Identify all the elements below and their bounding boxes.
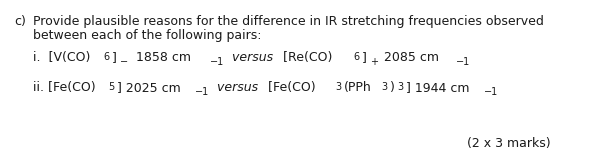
Text: [Re(CO): [Re(CO) (275, 51, 333, 64)
Text: (2 x 3 marks): (2 x 3 marks) (467, 137, 550, 150)
Text: 2085 cm: 2085 cm (380, 51, 439, 64)
Text: −: − (120, 57, 128, 67)
Text: i.  [V(CO): i. [V(CO) (33, 51, 90, 64)
Text: −1: −1 (456, 57, 470, 67)
Text: Provide plausible reasons for the difference in IR stretching frequencies observ: Provide plausible reasons for the differ… (33, 15, 544, 28)
Text: ]: ] (362, 51, 367, 64)
Text: ] 1944 cm: ] 1944 cm (406, 81, 469, 94)
Text: (PPh: (PPh (344, 81, 372, 94)
Text: ] 2025 cm: ] 2025 cm (117, 81, 181, 94)
Text: ii. [Fe(CO): ii. [Fe(CO) (33, 81, 96, 94)
Text: −1: −1 (210, 57, 224, 67)
Text: ): ) (390, 81, 395, 94)
Text: 6: 6 (103, 52, 109, 62)
Text: between each of the following pairs:: between each of the following pairs: (33, 29, 261, 42)
Text: −1: −1 (484, 87, 498, 97)
Text: 1858 cm: 1858 cm (132, 51, 191, 64)
Text: versus: versus (213, 81, 258, 94)
Text: +: + (370, 57, 378, 67)
Text: 3: 3 (397, 82, 403, 92)
Text: 5: 5 (108, 82, 114, 92)
Text: c): c) (14, 15, 26, 28)
Text: ]: ] (112, 51, 117, 64)
Text: 6: 6 (353, 52, 359, 62)
Text: 3: 3 (335, 82, 341, 92)
Text: [Fe(CO): [Fe(CO) (260, 81, 316, 94)
Text: versus: versus (228, 51, 273, 64)
Text: −1: −1 (195, 87, 210, 97)
Text: 3: 3 (381, 82, 387, 92)
